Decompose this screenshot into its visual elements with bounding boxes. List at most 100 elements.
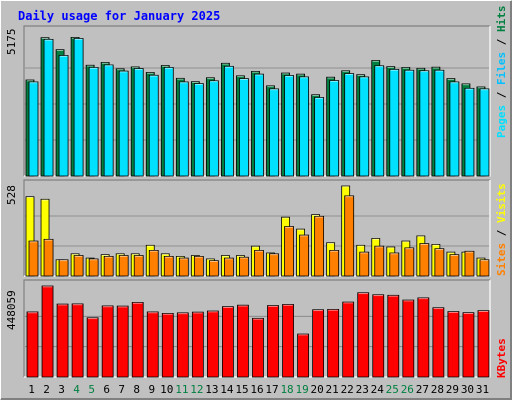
sites-bar-day-20-body xyxy=(314,215,325,277)
day-label-15: 15 xyxy=(235,383,248,396)
kbytes-bar-day-23-body xyxy=(357,292,370,378)
kbytes-bar-day-9-body xyxy=(146,311,159,378)
sites-bar-day-14 xyxy=(224,257,234,277)
files-bar-day-3 xyxy=(58,55,69,177)
kbytes-bar-day-30 xyxy=(462,312,475,378)
sites-bar-day-5-body xyxy=(88,258,99,277)
sites-bar-day-24 xyxy=(374,245,385,277)
files-bar-day-29-body xyxy=(449,81,460,177)
day-label-21: 21 xyxy=(326,383,339,396)
kbytes-bar-day-4 xyxy=(71,303,84,378)
sites-bar-day-3-body xyxy=(58,259,69,277)
sites-bar-day-22 xyxy=(344,195,355,277)
files-bar-day-2 xyxy=(43,38,54,177)
kbytes-bar-day-25-body xyxy=(387,294,400,378)
sites-bar-day-20 xyxy=(314,215,325,277)
sites-bar-day-11 xyxy=(178,257,189,277)
sites-bar-day-9 xyxy=(148,250,159,277)
files-bar-day-11 xyxy=(178,81,189,177)
sites-bar-day-18 xyxy=(284,226,294,277)
sites-bar-day-19 xyxy=(299,234,309,277)
sites-bar-day-17-body xyxy=(269,253,279,277)
files-bar-day-26-body xyxy=(404,69,415,177)
files-bar-day-6-body xyxy=(103,64,114,177)
panel-bevel-dark xyxy=(23,25,490,176)
sites-bar-day-16 xyxy=(254,250,264,277)
files-bar-day-17 xyxy=(269,88,279,177)
day-label-9: 9 xyxy=(148,383,155,396)
kbytes-bar-day-21-body xyxy=(327,308,340,378)
kbytes-bar-day-26-body xyxy=(402,299,415,378)
kbytes-bar-day-30-body xyxy=(462,312,475,378)
legend-pages-files-hits: Pages / Files / Hits xyxy=(495,6,508,139)
kbytes-bar-day-13-body xyxy=(206,310,219,378)
day-label-19: 19 xyxy=(295,383,308,396)
files-bar-day-19 xyxy=(299,76,309,177)
kbytes-bar-day-31 xyxy=(477,310,490,378)
kbytes-bar-day-23 xyxy=(357,292,370,378)
files-bar-day-14-body xyxy=(224,65,234,177)
kbytes-bar-day-8-body xyxy=(131,302,144,378)
sites-bar-day-5 xyxy=(88,258,99,277)
files-bar-day-13 xyxy=(208,80,219,177)
sites-bar-day-25-body xyxy=(389,252,400,277)
legend-hits: Hits xyxy=(495,6,508,33)
kbytes-bar-day-2 xyxy=(41,285,54,378)
files-bar-day-15 xyxy=(239,78,249,177)
sites-bar-day-23-body xyxy=(359,251,370,277)
day-label-17: 17 xyxy=(265,383,278,396)
kbytes-bar-day-3-body xyxy=(56,303,69,378)
sites-bar-day-31 xyxy=(479,259,490,277)
files-bar-day-11-body xyxy=(178,81,189,177)
files-bar-day-27 xyxy=(419,70,430,177)
kbytes-bar-day-26 xyxy=(402,299,415,378)
sites-bar-day-2-body xyxy=(43,238,54,277)
kbytes-bar-day-1-body xyxy=(26,311,39,378)
files-bar-day-28-body xyxy=(434,69,445,177)
kbytes-bar-day-14 xyxy=(222,306,234,378)
files-bar-day-23-body xyxy=(359,76,370,177)
files-bar-day-16 xyxy=(254,73,264,177)
sites-bar-day-9-body xyxy=(148,250,159,277)
sites-bar-day-15-body xyxy=(239,256,249,277)
sites-bar-day-6 xyxy=(103,255,114,277)
kbytes-bar-day-16 xyxy=(252,317,264,378)
day-label-10: 10 xyxy=(160,383,173,396)
files-bar-day-22 xyxy=(344,73,355,177)
kbytes-bar-day-5 xyxy=(86,317,99,378)
kbytes-bar-day-12-body xyxy=(191,311,204,378)
kbytes-bar-day-4-body xyxy=(71,303,84,378)
day-label-22: 22 xyxy=(341,383,354,396)
kbytes-bar-day-15 xyxy=(237,304,249,378)
kbytes-bar-day-20 xyxy=(312,309,325,378)
sites-bar-day-28 xyxy=(434,248,445,277)
sites-bar-day-11-body xyxy=(178,257,189,277)
files-bar-day-24-body xyxy=(374,65,385,177)
files-bar-day-18-body xyxy=(284,75,294,177)
kbytes-bar-day-11-body xyxy=(176,312,189,378)
kbytes-bar-day-25 xyxy=(387,294,400,378)
sites-bar-day-18-body xyxy=(284,226,294,277)
day-label-2: 2 xyxy=(43,383,50,396)
files-bar-day-20 xyxy=(314,97,325,177)
kbytes-bar-day-29 xyxy=(447,311,460,378)
files-bar-day-4 xyxy=(73,38,84,177)
sites-bar-day-4 xyxy=(73,255,84,277)
legend-pages: Pages xyxy=(495,105,508,138)
legend-sep-3: / xyxy=(495,223,508,243)
hits-ymax-label: 5175 xyxy=(5,29,18,56)
sites-bar-day-8-body xyxy=(133,255,144,277)
kbytes-bar-day-8 xyxy=(131,302,144,378)
sites-bar-day-10-body xyxy=(163,255,174,277)
kbytes-bar-day-22-body xyxy=(342,301,355,378)
sites-bar-day-1-body xyxy=(28,240,39,277)
files-bar-day-18 xyxy=(284,75,294,177)
sites-bar-day-12 xyxy=(193,255,204,277)
chart-title: Daily usage for January 2025 xyxy=(18,9,220,23)
day-labels: 1 2 3 4 5 6 7 8 9 10 11 12 13 14 15 16 17 18 19 20 21 22 23 24 2… xyxy=(28,383,489,396)
sites-bar-day-13-body xyxy=(208,260,219,277)
kbytes-bar-day-6 xyxy=(101,305,114,378)
